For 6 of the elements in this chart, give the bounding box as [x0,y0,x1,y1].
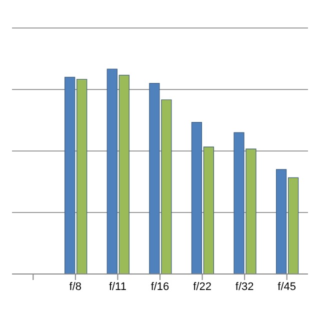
x-tick-label: f/8 [69,280,82,293]
x-tick-label: f/22 [193,280,212,293]
x-tick-label: f/32 [235,280,254,293]
x-tick-label: f/16 [150,280,170,293]
x-tick-label: f/11 [108,280,126,293]
x-tick-label: f/45 [278,280,296,293]
